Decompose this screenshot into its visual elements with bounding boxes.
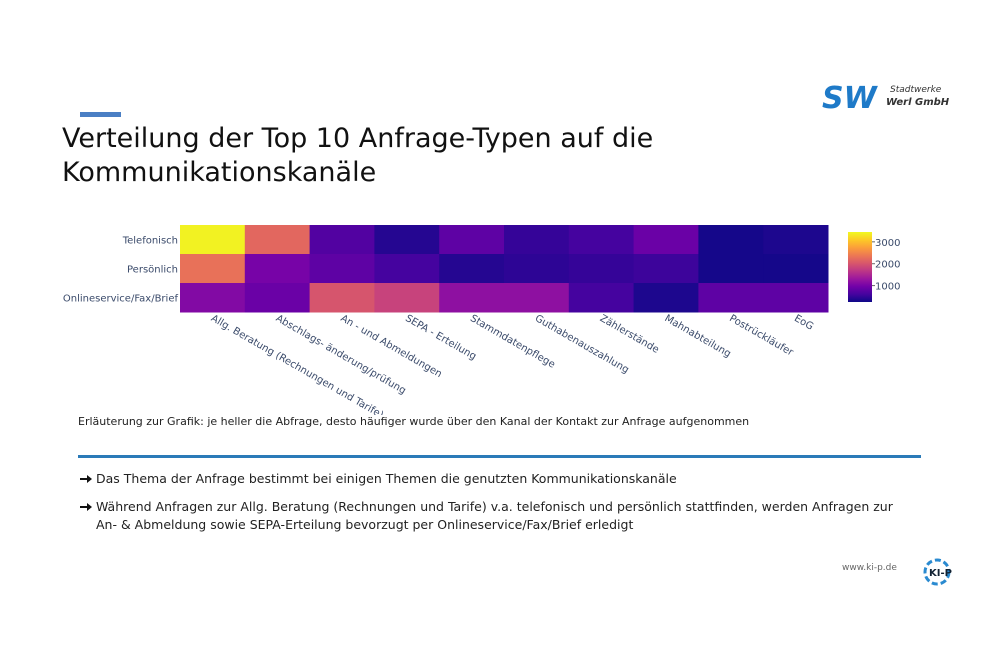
y-tick-label: Onlineservice/Fax/Brief	[63, 294, 179, 305]
bullet: Während Anfragen zur Allg. Beratung (Rec…	[80, 498, 900, 534]
logo-text: Werl GmbH	[886, 97, 950, 108]
heatmap-cell	[568, 254, 635, 284]
logo-mark: SW	[822, 81, 879, 116]
title-line: Kommunikationskanäle	[62, 157, 377, 188]
heatmap-cell	[374, 225, 440, 255]
heatmap-cell	[698, 225, 764, 255]
heatmap-cell	[309, 225, 375, 255]
arrow-icon	[80, 503, 92, 511]
colorbar	[848, 232, 872, 302]
heatmap-cell	[763, 283, 829, 313]
heatmap-cell	[309, 283, 375, 313]
x-tick-label: EoG	[792, 313, 815, 333]
footer-logo-text: KI-P	[929, 568, 952, 579]
title: Verteilung der Top 10 Anfrage-Typen auf …	[62, 122, 653, 190]
x-tick-label: Postrückläufer	[727, 313, 795, 359]
logo: SW Stadtwerke Werl GmbH	[822, 81, 950, 116]
heatmap-cell	[180, 225, 246, 255]
heatmap-cell	[568, 225, 635, 255]
heatmap-cell	[633, 254, 699, 284]
heatmap-cell	[568, 283, 635, 313]
y-tick-label: Telefonisch	[122, 236, 178, 247]
colorbar-tick-label: 3000	[875, 238, 900, 249]
colorbar-tick-label: 2000	[875, 260, 900, 271]
heatmap-cell	[374, 254, 440, 284]
heatmap-cell	[504, 225, 570, 255]
heatmap: Telefonisch Persönlich Onlineservice/Fax/B…	[63, 225, 900, 415]
heatmap-cell	[504, 254, 570, 284]
separator	[78, 455, 921, 458]
heatmap-cell	[180, 283, 246, 313]
heatmap-cell	[698, 283, 764, 313]
colorbar-tick-label: 1000	[875, 282, 900, 293]
bullet: Das Thema der Anfrage bestimmt bei einig…	[80, 470, 900, 488]
heatmap-cell	[698, 254, 764, 284]
footer-url: www.ki-p.de	[842, 563, 897, 573]
y-tick-label: Persönlich	[127, 265, 178, 276]
heatmap-cell	[763, 225, 829, 255]
heatmap-cell	[439, 283, 505, 313]
heatmap-cell	[244, 225, 311, 255]
heatmap-cell	[439, 254, 505, 284]
heatmap-cell	[244, 283, 311, 313]
heatmap-cell	[633, 225, 699, 255]
heatmap-cell	[439, 225, 505, 255]
bullet-text: Das Thema der Anfrage bestimmt bei einig…	[96, 471, 677, 486]
arrow-icon	[80, 475, 92, 483]
heatmap-cell	[180, 254, 246, 284]
accent-bar	[80, 112, 121, 117]
x-tick-label: Abschlags- änderung/prüfung	[274, 313, 408, 397]
x-tick-label: Mahnabteilung	[663, 313, 733, 360]
caption: Erläuterung zur Grafik: je heller die Ab…	[78, 415, 750, 428]
title-line: Verteilung der Top 10 Anfrage-Typen auf …	[62, 123, 654, 154]
heatmap-cell	[763, 254, 829, 284]
heatmap-cell	[374, 283, 440, 313]
heatmap-cell	[244, 254, 311, 284]
x-tick-label: Zählerstände	[598, 313, 661, 356]
logo-text: Stadtwerke	[890, 85, 942, 95]
heatmap-cell	[633, 283, 699, 313]
heatmap-cell	[309, 254, 375, 284]
footer-logo: KI-P	[923, 558, 952, 586]
heatmap-cell	[504, 283, 570, 313]
bullet-text: Während Anfragen zur Allg. Beratung (Rec…	[96, 499, 893, 532]
